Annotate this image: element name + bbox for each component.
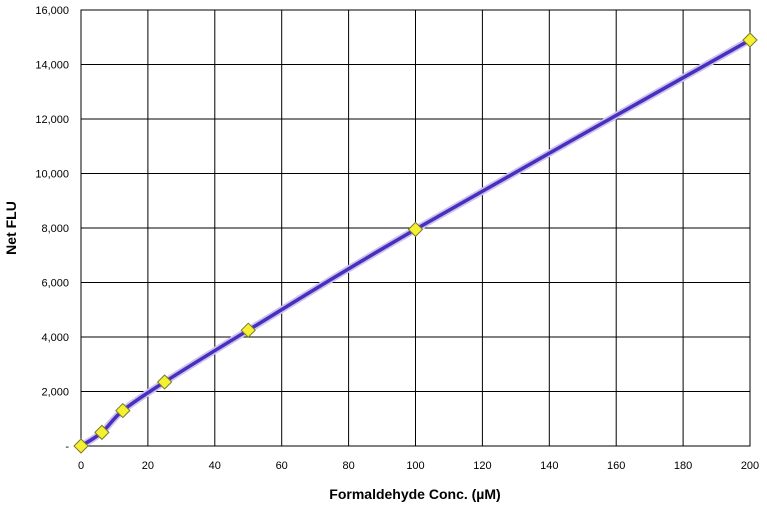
x-tick-label: 20 bbox=[142, 460, 154, 472]
x-axis-title: Formaldehyde Conc. (µM) bbox=[329, 486, 500, 502]
data-point-marker bbox=[407, 221, 424, 238]
x-tick-label: 140 bbox=[540, 460, 558, 472]
y-tick-label: 2,000 bbox=[41, 387, 69, 399]
series-line bbox=[79, 38, 752, 448]
x-tick-label: 40 bbox=[209, 460, 221, 472]
x-axis-tick-labels: 0 20 40 60 80 100 120 140 160 180 200 bbox=[78, 460, 759, 472]
y-tick-label: 14,000 bbox=[35, 60, 69, 72]
data-point-marker bbox=[240, 322, 256, 338]
x-tick-label: 120 bbox=[473, 460, 491, 472]
x-tick-label: 200 bbox=[741, 460, 759, 472]
data-point-marker bbox=[73, 438, 89, 454]
y-tick-label: 6,000 bbox=[41, 278, 69, 290]
x-tick-label: 160 bbox=[607, 460, 625, 472]
data-point-marker bbox=[156, 374, 173, 390]
y-axis-tick-labels: - 2,000 4,000 6,000 8,000 10,000 12,000 14,000 1… bbox=[35, 5, 69, 453]
data-point-marker bbox=[94, 424, 110, 441]
data-point-marker bbox=[115, 402, 131, 419]
y-tick-label: 8,000 bbox=[41, 223, 69, 235]
y-tick-label: 10,000 bbox=[35, 169, 69, 181]
y-tick-label: 16,000 bbox=[35, 5, 69, 17]
plot-frame bbox=[80, 9, 751, 447]
x-tick-label: 60 bbox=[276, 460, 288, 472]
y-axis-title: Net FLU bbox=[3, 201, 19, 255]
y-tick-label: 4,000 bbox=[41, 332, 69, 344]
x-tick-label: 180 bbox=[674, 460, 692, 472]
x-tick-label: 100 bbox=[406, 460, 424, 472]
x-tick-label: 80 bbox=[342, 460, 354, 472]
y-tick-label: - bbox=[65, 441, 69, 453]
x-tick-label: 0 bbox=[78, 460, 84, 472]
series bbox=[73, 32, 758, 454]
y-tick-label: 12,000 bbox=[35, 114, 69, 126]
data-point-marker bbox=[742, 32, 758, 48]
